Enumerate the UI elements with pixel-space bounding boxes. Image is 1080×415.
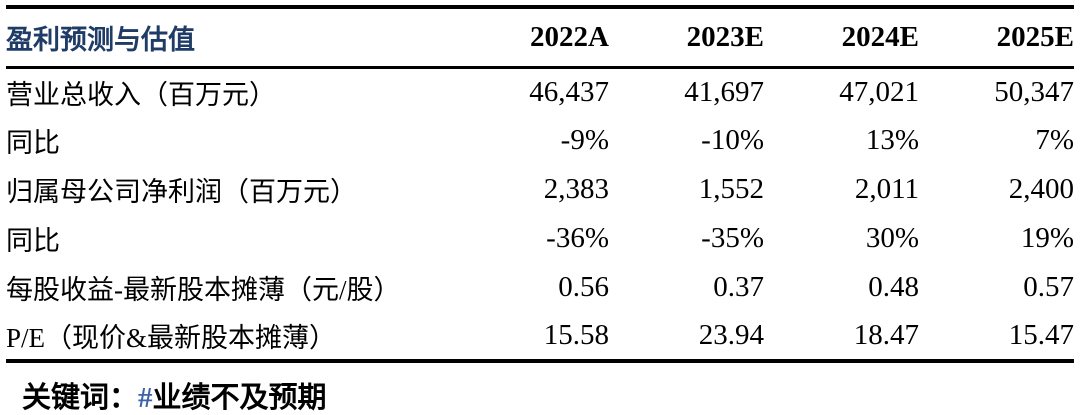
column-header-2022A: 2022A [530,20,609,53]
keywords-label: 关键词： [22,382,139,414]
row-label: 每股收益-最新股本摊薄（元/股） [6,275,401,305]
cell-value: 30% [865,222,919,254]
forecast-valuation-table: 盈利预测与估值 2022A 2023E 2024E 2025E 营业总收入（百万… [6,5,1074,363]
row-label: 营业总收入（百万元） [6,79,276,110]
cell-value: 7% [1035,124,1074,156]
cell-value: 23.94 [698,319,764,351]
cell-value: 13% [865,124,919,156]
cell-value: -35% [701,222,764,254]
table-row-net-profit: 归属母公司净利润（百万元） 2,383 1,552 2,011 2,400 [6,165,1074,214]
cell-value: 1,552 [698,173,764,205]
cell-value: 2,400 [1008,173,1074,205]
column-header-2024E: 2024E [841,20,919,53]
table-row-pe: P/E（现价&最新股本摊薄） 15.58 23.94 18.47 15.47 [6,312,1074,361]
hashtag-symbol: # [138,382,153,414]
cell-value: -10% [701,124,764,156]
table-row-revenue: 营业总收入（百万元） 46,437 41,697 47,021 50,347 [6,67,1074,116]
cell-value: -36% [546,222,609,254]
cell-value: 46,437 [529,75,609,108]
row-label: 同比 [6,128,60,158]
keywords-line: 关键词：#业绩不及预期 [22,374,327,415]
table-header-row: 盈利预测与估值 2022A 2023E 2024E 2025E [6,7,1074,67]
cell-value: 0.48 [868,271,919,303]
cell-value: 15.58 [543,319,609,351]
cell-value: 41,697 [684,75,764,108]
table-title: 盈利预测与估值 [6,24,195,55]
cell-value: 0.37 [713,271,764,303]
cell-value: 50,347 [994,75,1074,108]
column-header-2025E: 2025E [996,20,1074,53]
cell-value: 47,021 [839,75,919,108]
table-row-eps: 每股收益-最新股本摊薄（元/股） 0.56 0.37 0.48 0.57 [6,263,1074,312]
row-label: P/E（现价&最新股本摊薄） [6,323,337,353]
cell-value: 2,011 [854,173,919,205]
cell-value: 19% [1020,222,1074,254]
table-row-net-profit-yoy: 同比 -36% -35% 30% 19% [6,214,1074,263]
cell-value: -9% [560,124,609,156]
row-label: 归属母公司净利润（百万元） [6,177,357,207]
row-label: 同比 [6,226,60,256]
column-header-2023E: 2023E [686,20,764,53]
cell-value: 0.57 [1023,271,1074,303]
keyword-tag: 业绩不及预期 [152,382,327,414]
cell-value: 2,383 [543,173,609,205]
cell-value: 0.56 [558,271,609,303]
table-row-revenue-yoy: 同比 -9% -10% 13% 7% [6,116,1074,165]
cell-value: 15.47 [1008,319,1074,351]
cell-value: 18.47 [853,319,919,351]
